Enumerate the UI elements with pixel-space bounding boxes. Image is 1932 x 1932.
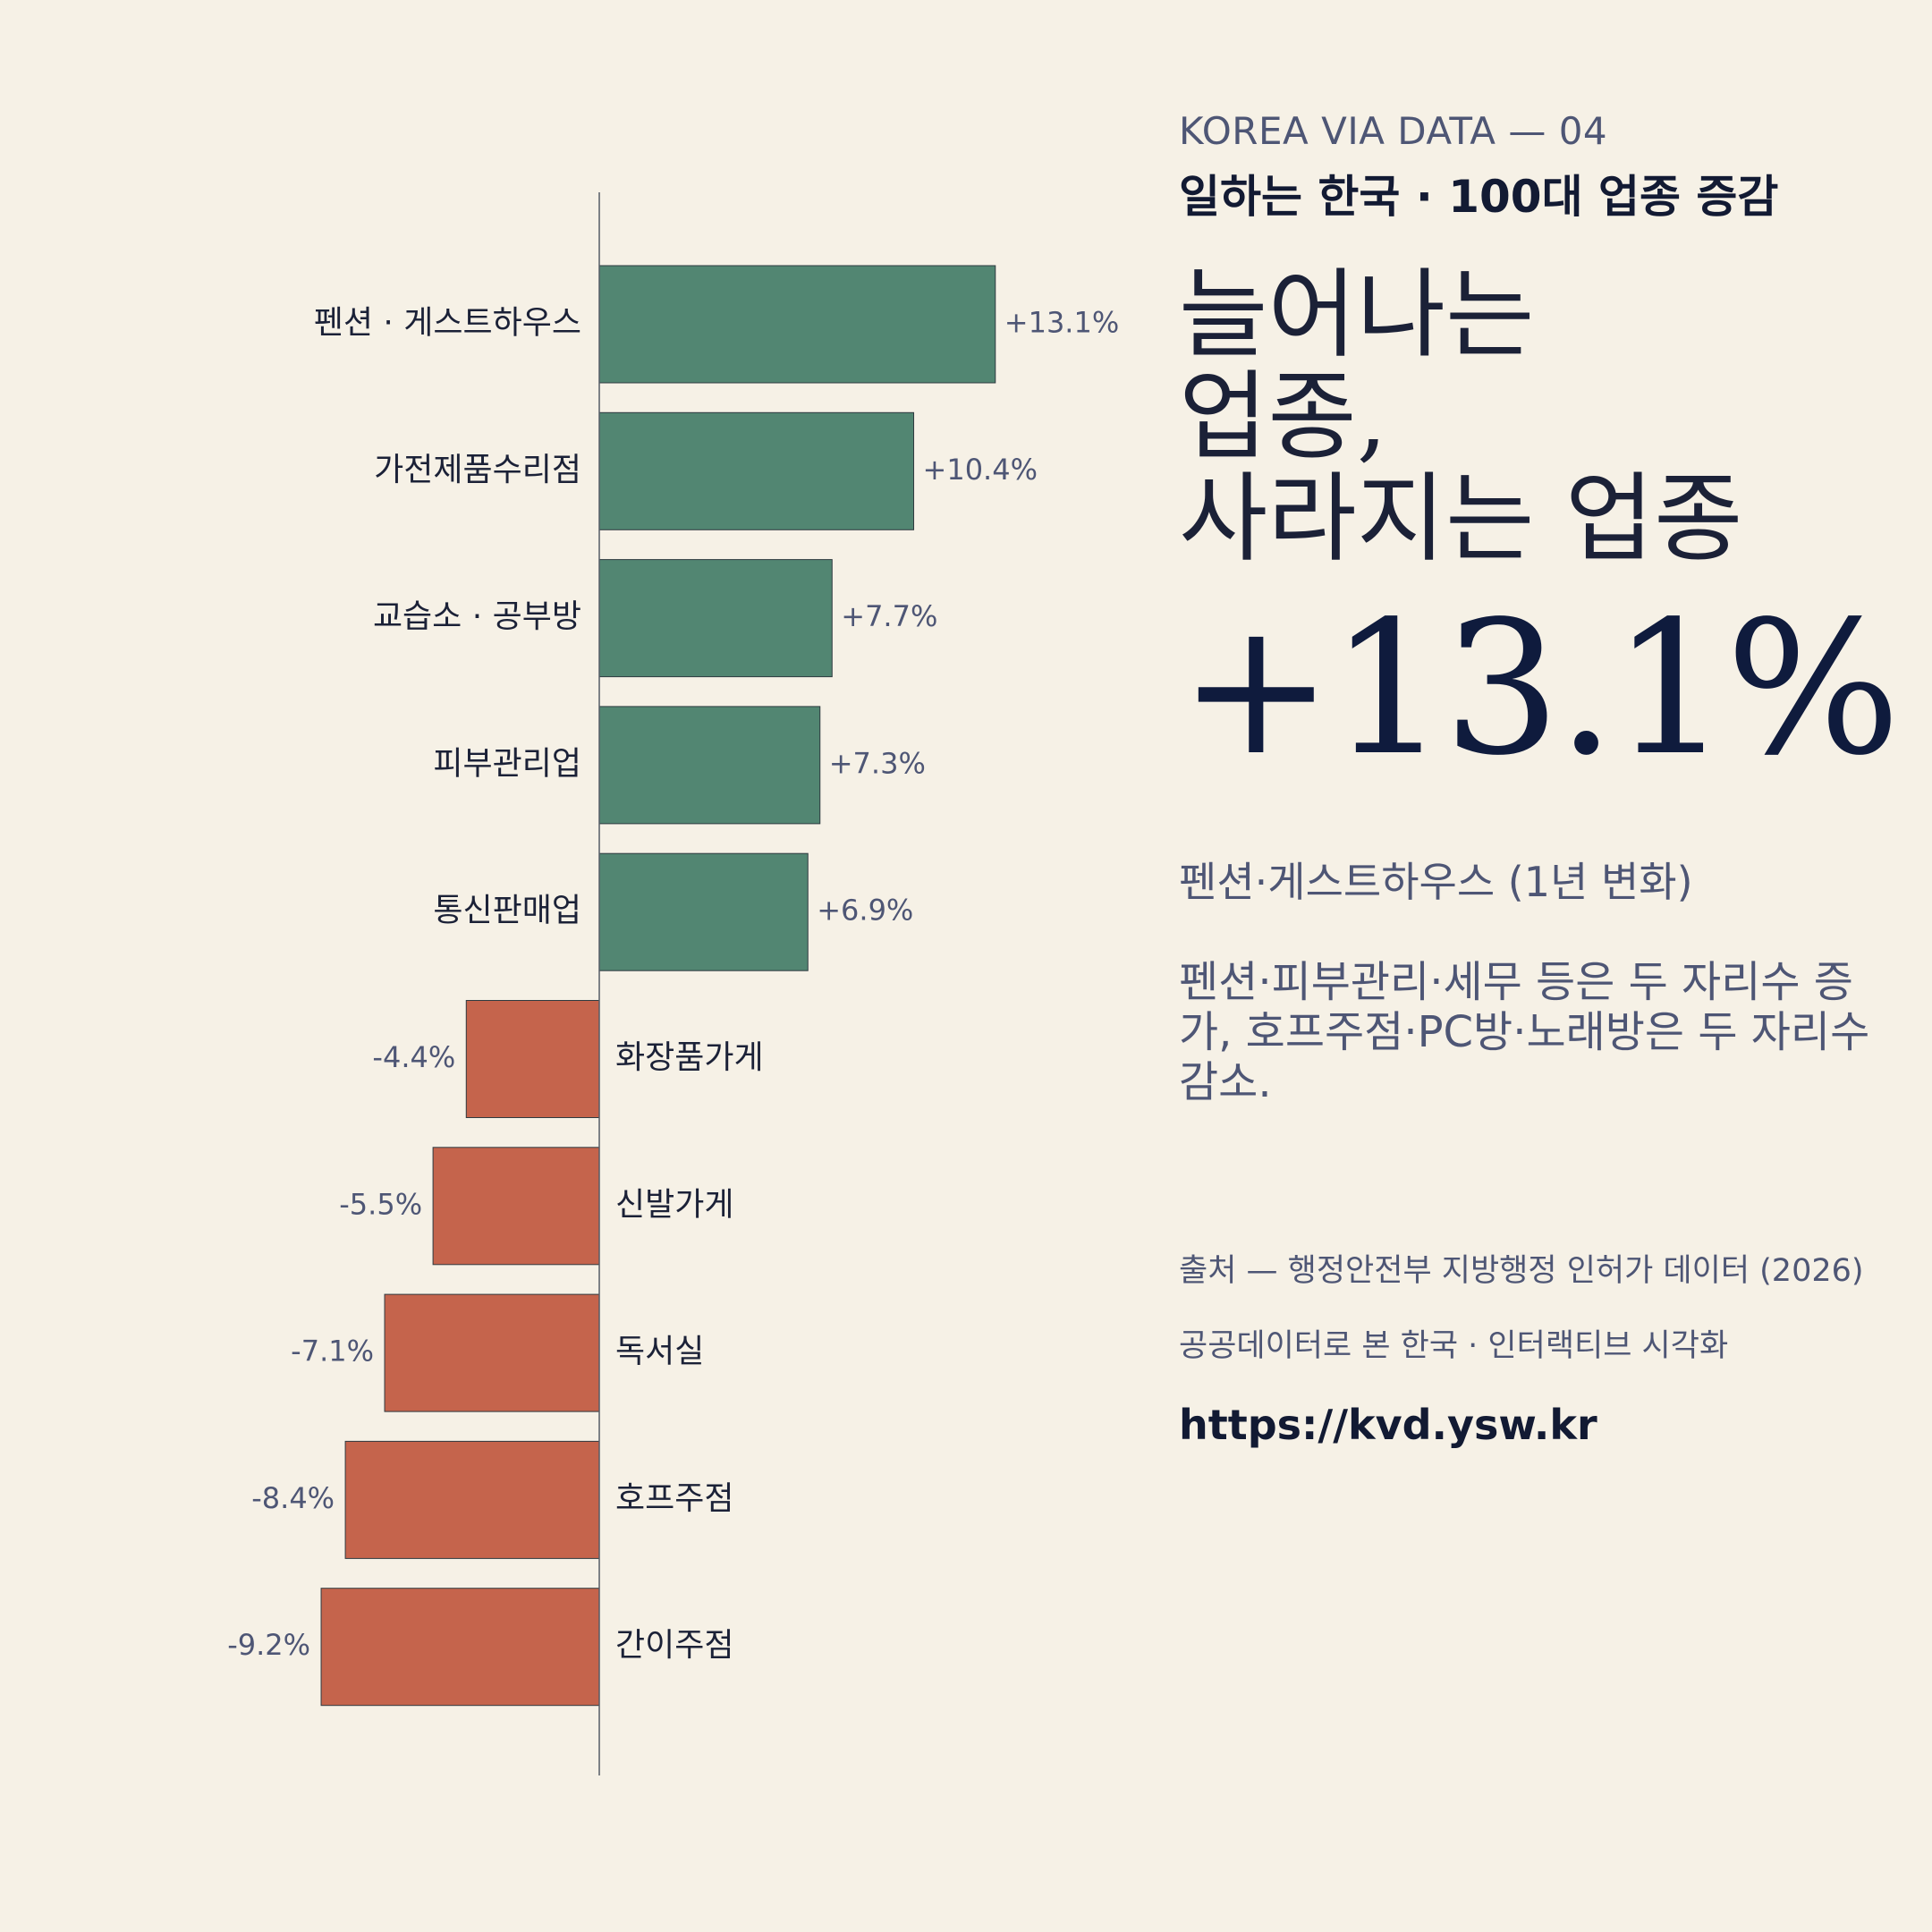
- bar: [466, 1001, 599, 1118]
- category-label: 신발가게: [615, 1186, 733, 1223]
- category-label: 교습소 · 공부방: [373, 598, 581, 635]
- series-kicker: KOREA VIA DATA — 04: [1179, 109, 1607, 153]
- site-url: https://kvd.ysw.kr: [1179, 1401, 1597, 1449]
- value-label: +6.9%: [817, 894, 913, 928]
- value-label: -9.2%: [227, 1628, 310, 1662]
- headline-line-1: 늘어나는: [1179, 265, 1743, 367]
- value-label: +10.4%: [923, 453, 1038, 487]
- series-title: 일하는 한국 · 100대 업종 증감: [1179, 161, 1778, 225]
- headline-line-3: 사라지는 업종: [1179, 469, 1743, 571]
- bar: [599, 266, 996, 383]
- category-label: 독서실: [615, 1334, 704, 1370]
- category-label: 화장품가게: [615, 1039, 764, 1076]
- highlight-value: +13.1%: [1179, 590, 1897, 787]
- bar: [599, 853, 808, 970]
- bar: [345, 1441, 599, 1558]
- bar: [599, 707, 820, 824]
- category-label: 피부관리업: [433, 745, 581, 782]
- description: 펜션·피부관리·세무 등은 두 자리수 증가, 호프주점·PC방·노래방은 두 …: [1179, 957, 1894, 1107]
- headline-line-2: 업종,: [1179, 367, 1743, 469]
- value-label: -8.4%: [251, 1481, 335, 1515]
- headline: 늘어나는 업종, 사라지는 업종: [1179, 265, 1743, 571]
- project-note: 공공데이터로 본 한국 · 인터랙티브 시각화: [1179, 1320, 1728, 1366]
- value-label: -7.1%: [291, 1335, 374, 1368]
- category-label: 간이주점: [615, 1627, 733, 1664]
- category-label: 펜션 · 게스트하우스: [314, 305, 581, 342]
- bar: [599, 560, 832, 677]
- value-label: +7.7%: [841, 599, 937, 633]
- bar: [599, 412, 914, 530]
- value-label: -5.5%: [339, 1187, 422, 1221]
- category-label: 호프주점: [615, 1480, 733, 1517]
- bar: [433, 1148, 599, 1265]
- bar: [321, 1589, 599, 1706]
- bar-chart: 펜션 · 게스트하우스 +13.1% 가전제품수리점 +10.4% 교습소 · 공부방 +…: [0, 0, 1163, 1932]
- value-label: -4.4%: [372, 1040, 455, 1074]
- bar: [385, 1294, 599, 1411]
- category-label: 통신판매업: [433, 893, 581, 929]
- value-label: +7.3%: [829, 746, 926, 780]
- category-label: 가전제품수리점: [374, 452, 581, 488]
- source-note: 출처 — 행정안전부 지방행정 인허가 데이터 (2026): [1179, 1245, 1864, 1291]
- value-label: +13.1%: [1004, 306, 1119, 340]
- highlight-caption: 펜션·게스트하우스 (1년 변화): [1179, 850, 1693, 909]
